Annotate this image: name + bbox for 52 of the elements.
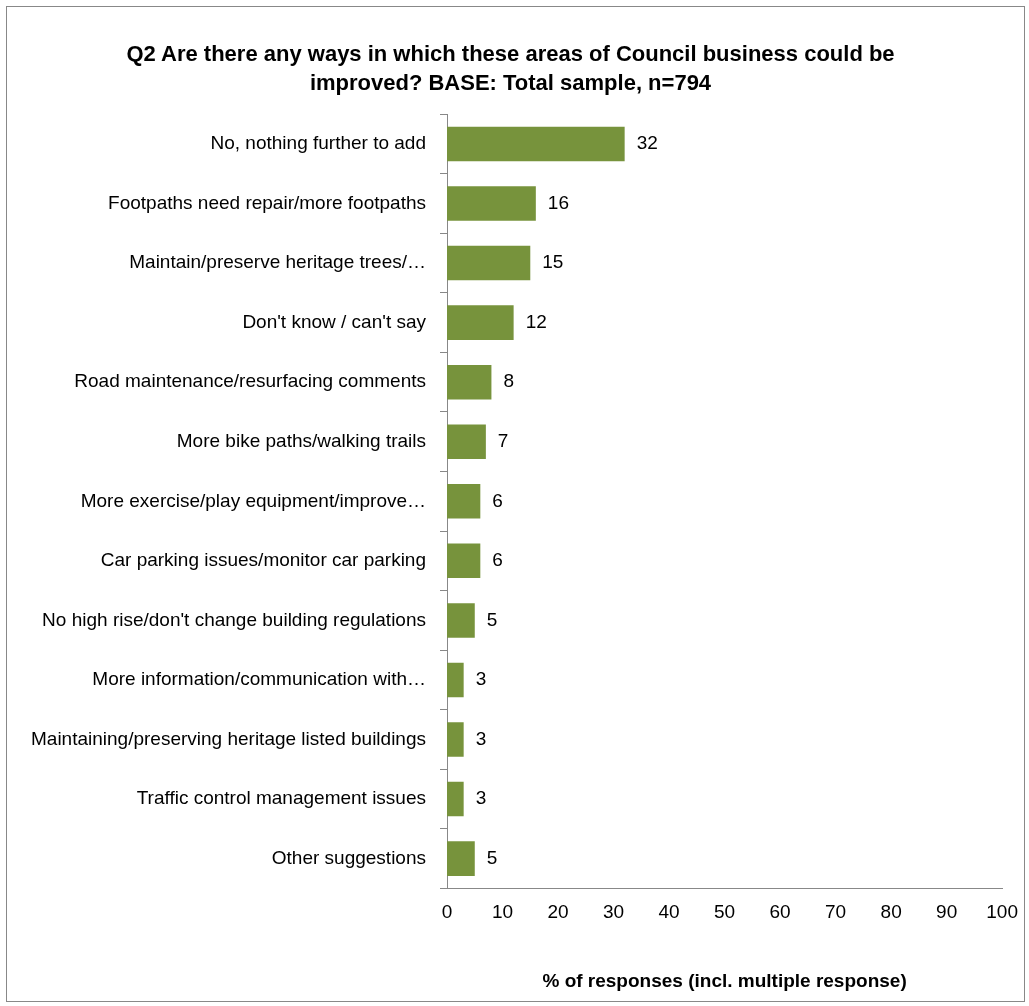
chart-title: Q2 Are there any ways in which these areas of Council business could be improved? BASE: Total sample, n=794 [126,41,895,95]
data-label: 3 [475,668,487,690]
bar [447,245,531,281]
data-label: 15 [542,251,564,273]
data-label: 3 [475,787,487,809]
y-tick-label: Footpaths need repair/more footpaths [108,191,427,213]
bar [447,126,625,162]
x-tick-label: 0 [441,901,453,923]
y-tick-label: More information/communication with… [92,668,427,690]
x-tick-label: 80 [880,901,902,923]
y-tick-label: Don't know / can't say [242,310,427,332]
bar [447,424,486,460]
x-tick-label: 70 [825,901,847,923]
x-tick-label: 40 [658,901,680,923]
data-label: 7 [497,429,509,451]
y-tick-label: No high rise/don't change building regulations [42,608,427,630]
data-label: 12 [525,310,547,332]
y-tick-label: Traffic control management issues [136,787,427,809]
data-label: 6 [492,489,503,511]
x-tick-label: 50 [714,901,736,923]
y-tick-label: Maintaining/preserving heritage listed buildings [31,727,427,749]
y-tick-label: Other suggestions [271,846,427,868]
bar [447,543,481,579]
bar [447,841,475,876]
data-label: 8 [503,370,514,392]
data-label: 5 [486,846,498,868]
y-tick-label: Maintain/preserve heritage trees/… [129,251,427,273]
x-tick-label: 30 [602,901,625,923]
data-label: 16 [547,191,569,213]
x-axis-title: % of responses (incl. multiple response) [542,969,907,991]
y-tick-label: Car parking issues/monitor car parking [100,549,427,571]
y-tick-label: No, nothing further to add [210,132,427,154]
data-label: 6 [492,549,503,571]
bar [447,722,464,757]
x-tick-label: 100 [986,901,1018,923]
data-label: 5 [486,608,498,630]
bar [447,305,514,340]
y-tick-label: More exercise/play equipment/improve… [80,489,427,511]
y-tick-label: Road maintenance/resurfacing comments [74,370,427,392]
data-label: 32 [636,132,658,154]
bar [447,484,481,519]
bar [447,603,475,638]
bar [447,781,464,817]
x-tick-label: 60 [769,901,791,923]
bar [447,186,536,221]
x-tick-label: 90 [936,901,958,923]
bar [447,364,492,400]
y-tick-label: More bike paths/walking trails [176,429,427,451]
bar [447,662,464,698]
data-label: 3 [475,727,487,749]
x-tick-label: 20 [547,901,569,923]
x-tick-label: 10 [491,901,514,923]
